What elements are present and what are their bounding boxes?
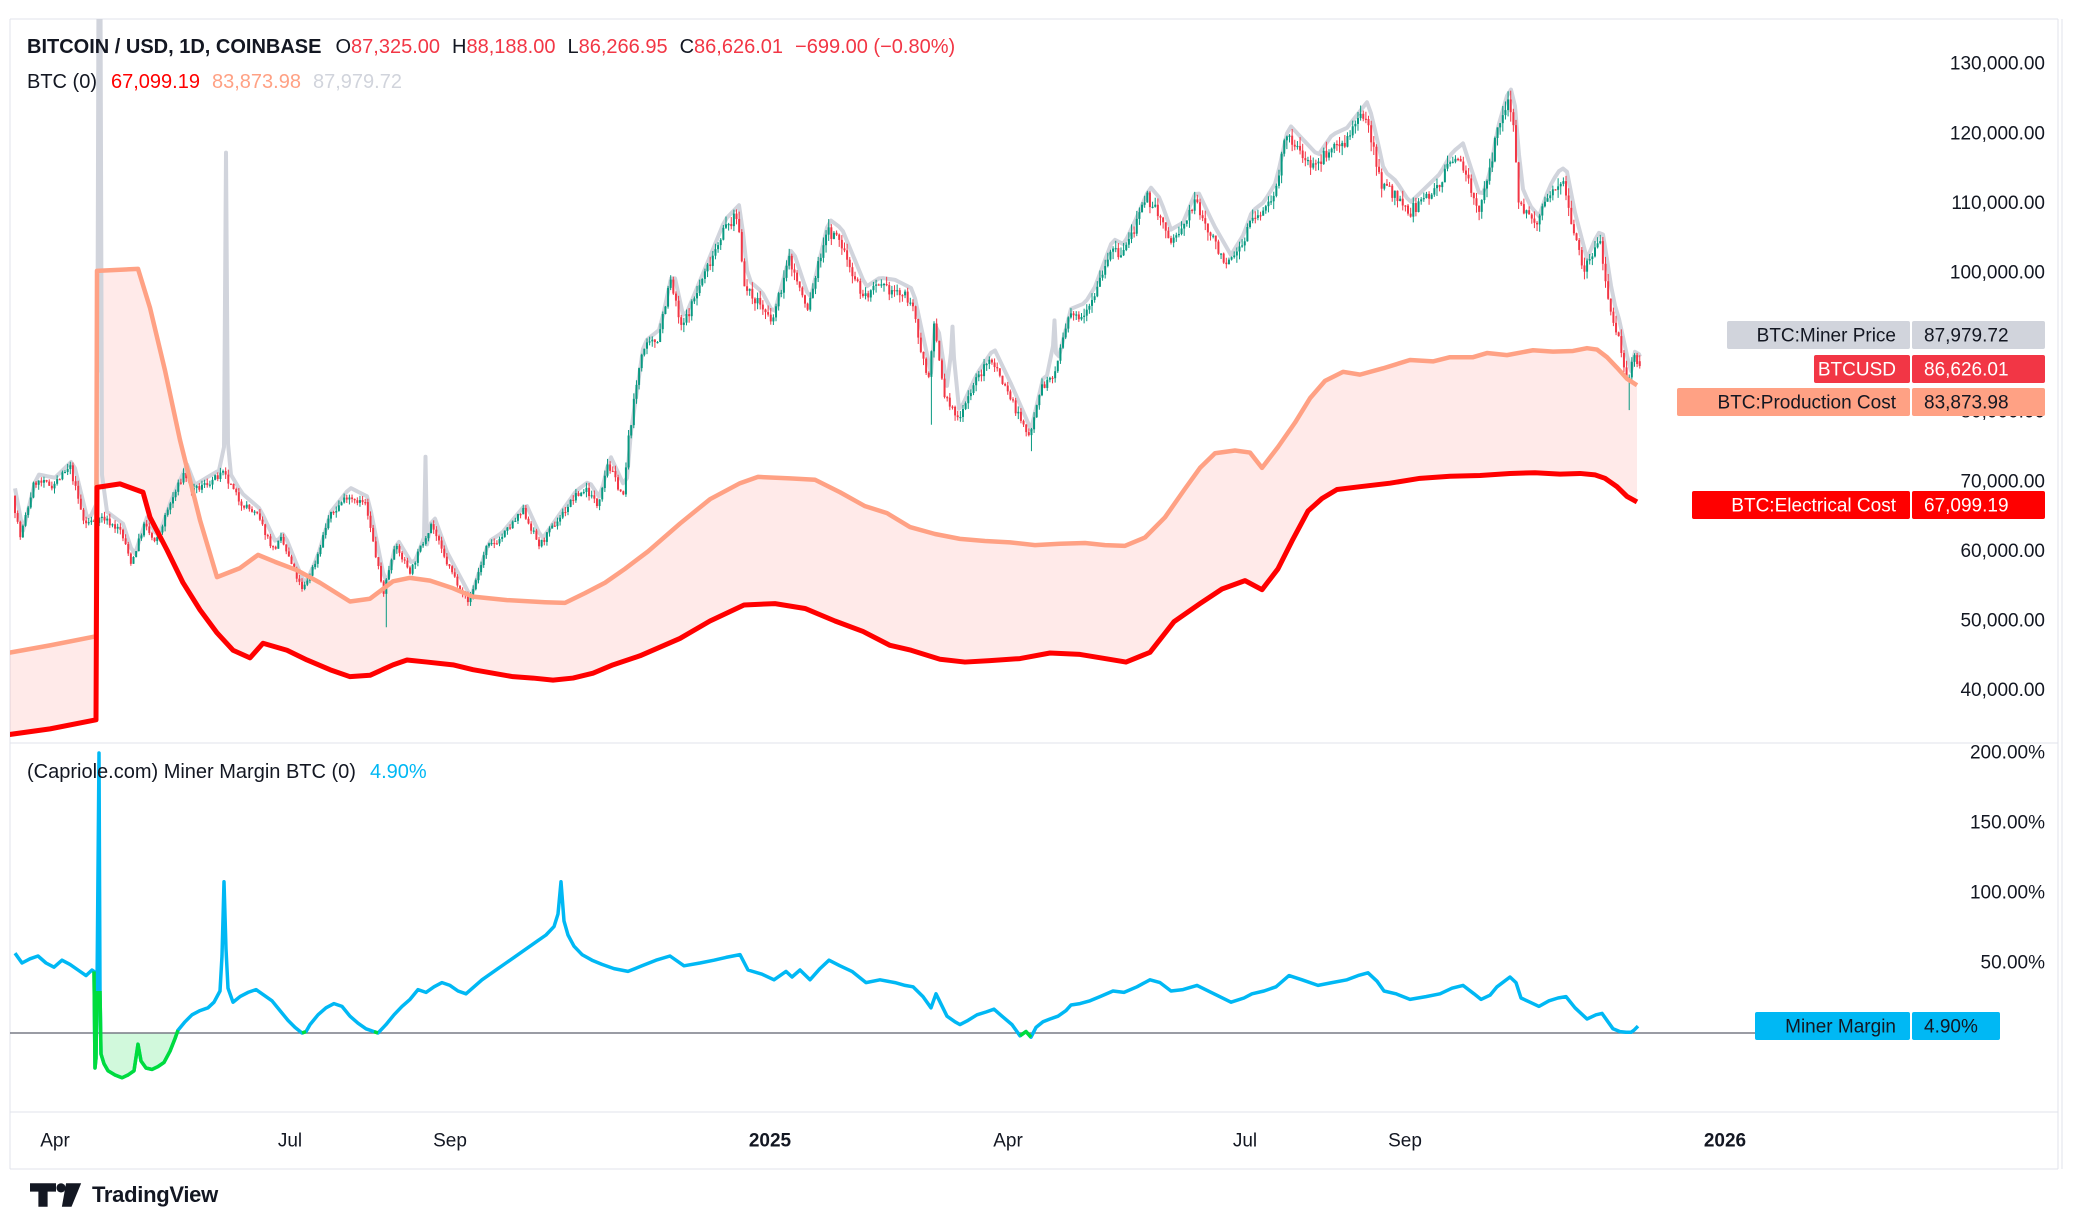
tradingview-attribution[interactable]: TradingView [30, 1180, 218, 1210]
price-tag-miner-price: BTC:Miner Price 87,979.72 [1727, 321, 2045, 349]
percent-tick-label: 50.00% [1981, 953, 2046, 974]
miner-margin-value: 4.90% [369, 761, 427, 783]
close-value: C86,626.01 [679, 36, 784, 58]
price-tick-label: 50,000.00 [1960, 611, 2045, 632]
time-label-month: Apr [993, 1131, 1023, 1152]
miner-price-line [13, 19, 1642, 600]
indicator-title: BTC (0) [27, 71, 97, 93]
price-tag-electrical-cost: BTC:Electrical Cost 67,099.19 [1692, 491, 2045, 519]
tradingview-logo-icon [30, 1183, 82, 1207]
indicator-legend-row[interactable]: BTC (0) 67,099.19 83,873.98 87,979.72 [27, 71, 402, 94]
miner-margin-negative-segment [92, 971, 99, 1070]
price-tick-label: 40,000.00 [1960, 680, 2045, 701]
time-label-year: 2026 [1704, 1131, 1746, 1152]
miner-margin-negative-segment [301, 1029, 307, 1035]
svg-text:BTC:Electrical Cost: BTC:Electrical Cost [1731, 496, 1896, 517]
cost-band [10, 268, 1637, 735]
symbol-title: BITCOIN / USD, 1D, COINBASE [27, 36, 322, 58]
percent-tick-label: 100.00% [1970, 883, 2045, 904]
percent-tick-label: 150.00% [1970, 813, 2045, 834]
time-scale[interactable]: Apr Jul Sep 2025 Apr Jul Sep 2026 [40, 1131, 1746, 1152]
svg-text:87,979.72: 87,979.72 [1924, 326, 2009, 347]
electrical-cost-value: 67,099.19 [111, 71, 200, 93]
time-label-year: 2025 [749, 1131, 792, 1152]
electrical-cost-line [10, 470, 1639, 737]
time-label-month: Jul [278, 1131, 302, 1152]
tradingview-brand-text: TradingView [92, 1182, 218, 1207]
svg-text:BTCUSD: BTCUSD [1818, 360, 1896, 381]
miner-margin-negative-segment [373, 1029, 379, 1035]
high-value: H88,188.00 [452, 36, 556, 58]
svg-text:BTC:Production Cost: BTC:Production Cost [1718, 393, 1897, 414]
price-tick-label: 100,000.00 [1950, 263, 2045, 284]
main-pane[interactable] [0, 0, 1642, 737]
miner-margin-legend-row[interactable]: (Capriole.com) Miner Margin BTC (0) 4.90… [27, 761, 427, 784]
svg-text:BTC:Miner Price: BTC:Miner Price [1757, 326, 1896, 347]
low-value: L86,266.95 [567, 36, 668, 58]
margin-pane[interactable] [10, 751, 1910, 1080]
time-label-month: Jul [1233, 1131, 1257, 1152]
miner-price-value: 87,979.72 [312, 71, 402, 93]
svg-text:67,099.19: 67,099.19 [1924, 496, 2009, 517]
price-scale[interactable]: 130,000.00 120,000.00 110,000.00 100,000.00… [1677, 54, 2045, 1040]
svg-text:4.90%: 4.90% [1924, 1017, 1978, 1038]
miner-margin-title: (Capriole.com) Miner Margin BTC (0) [27, 761, 356, 783]
time-label-month: Apr [40, 1131, 70, 1152]
price-tick-label: 70,000.00 [1960, 471, 2045, 492]
production-cost-value: 83,873.98 [211, 71, 301, 93]
open-value: O87,325.00 [335, 36, 441, 58]
price-tick-label: 120,000.00 [1950, 123, 2045, 144]
svg-text:83,873.98: 83,873.98 [1924, 393, 2009, 414]
price-tick-label: 130,000.00 [1950, 54, 2045, 75]
miner-margin-line [13, 751, 1640, 1080]
svg-text:86,626.01: 86,626.01 [1924, 360, 2009, 381]
price-tick-label: 60,000.00 [1960, 541, 2045, 562]
time-label-month: Sep [1388, 1131, 1422, 1152]
price-tag-miner-margin: Miner Margin 4.90% [1755, 1012, 2000, 1040]
production-cost-line [10, 266, 1639, 655]
price-tick-label: 110,000.00 [1951, 193, 2045, 214]
miner-margin-negative-segment [98, 990, 180, 1080]
time-label-month: Sep [433, 1131, 467, 1152]
candlestick-series [14, 90, 1641, 628]
percent-tick-label: 200.00% [1970, 743, 2045, 764]
chart-frame [9, 18, 2063, 1170]
change-value: −699.00 (−0.80%) [795, 36, 956, 58]
svg-text:Miner Margin: Miner Margin [1785, 1017, 1896, 1038]
symbol-legend-row[interactable]: BITCOIN / USD, 1D, COINBASE O87,325.00 H… [27, 36, 955, 59]
price-tag-btcusd: BTCUSD 86,626.01 [1814, 355, 2045, 383]
miner-margin-negative-segment [1018, 1029, 1033, 1039]
price-tag-production-cost: BTC:Production Cost 83,873.98 [1677, 388, 2045, 416]
ohlc-values: O87,325.00 H88,188.00 L86,266.95 C86,626… [335, 36, 955, 59]
